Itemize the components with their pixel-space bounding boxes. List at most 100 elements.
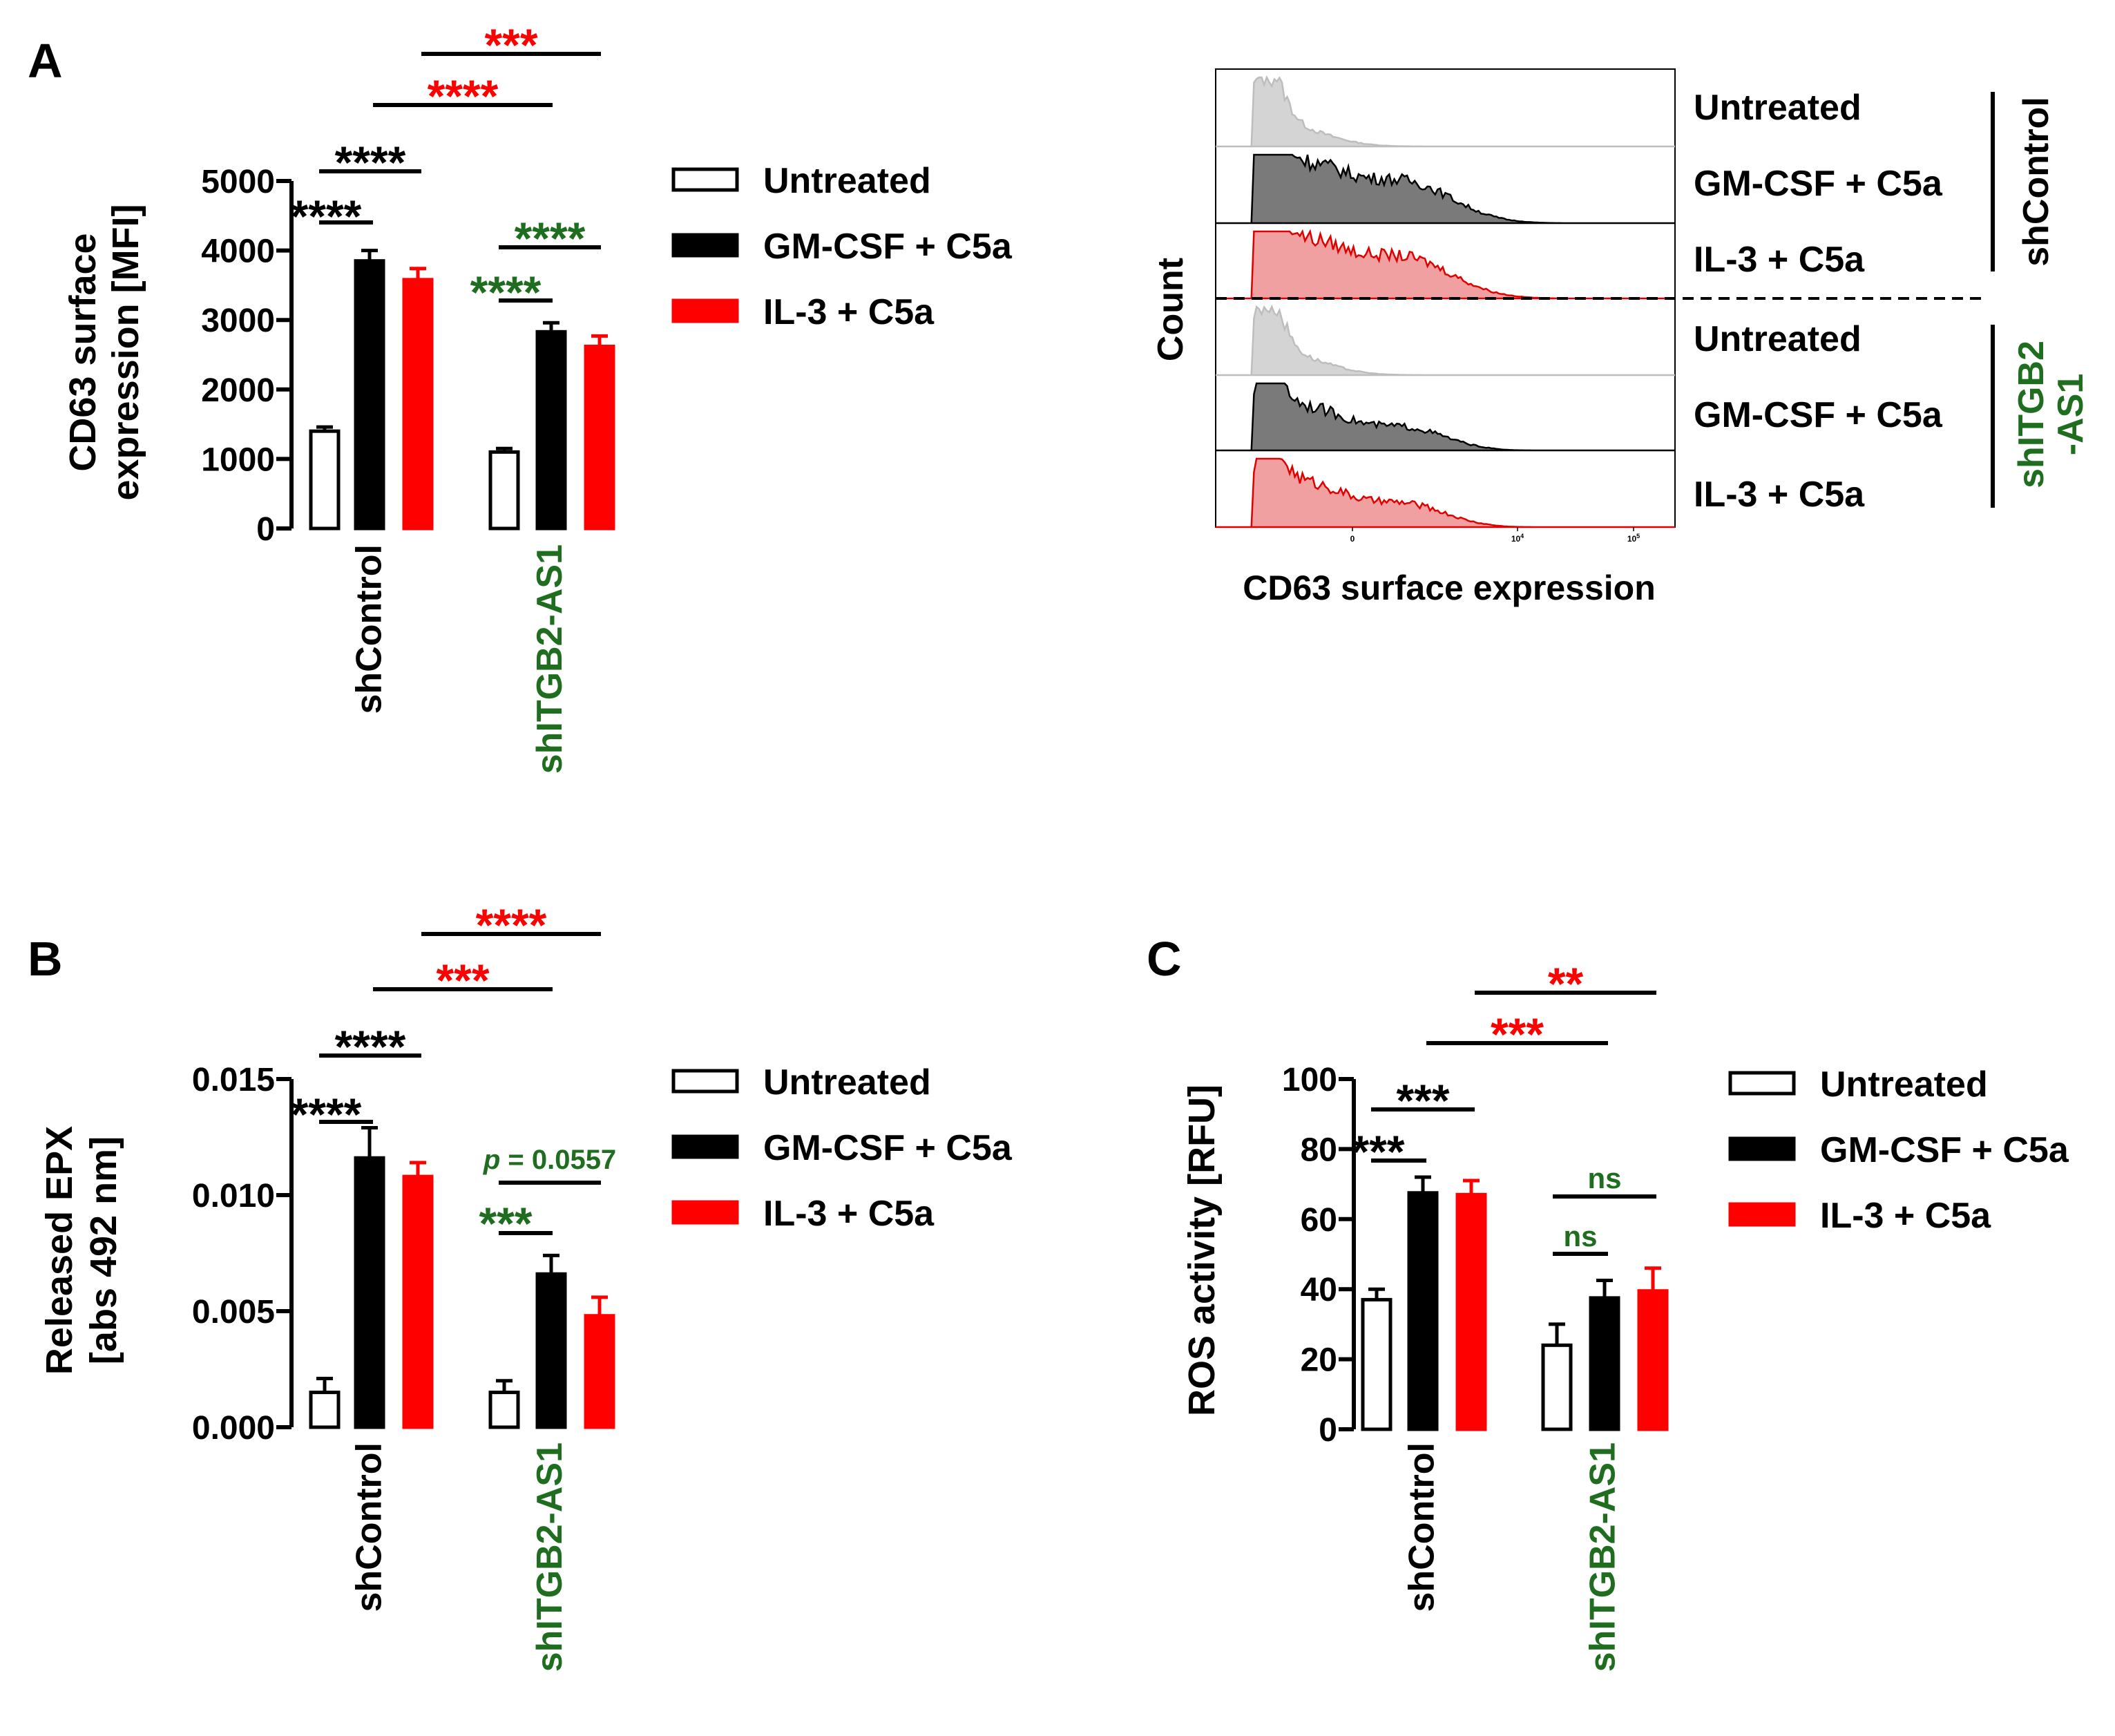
legend-swatch — [671, 1069, 739, 1094]
bar — [402, 1174, 434, 1429]
bar — [488, 1391, 520, 1429]
y-tick-label: 1000 — [201, 441, 275, 478]
significance-label: **** — [335, 1021, 406, 1072]
hist-row-label: Untreated — [1694, 319, 1862, 359]
category-label: shITGB2-AS1 — [530, 544, 570, 774]
histogram-x-tick-label: 0 — [1350, 534, 1355, 544]
group-label-as1: -AS1 — [2051, 374, 2091, 455]
bar — [535, 330, 567, 531]
significance-label: *** — [484, 19, 537, 70]
panel-letter: B — [28, 932, 63, 986]
y-axis-label: CD63 surface — [62, 233, 104, 471]
y-tick-label: 0.005 — [192, 1294, 275, 1330]
y-tick-label: 20 — [1301, 1342, 1337, 1379]
significance-label: **** — [428, 70, 499, 122]
legend-label: IL-3 + C5a — [763, 1194, 935, 1234]
histogram-y-label: Count — [1151, 258, 1191, 361]
significance-label: *** — [436, 955, 489, 1006]
legend-label: GM-CSF + C5a — [763, 1128, 1013, 1168]
histogram-trace — [1216, 304, 1675, 376]
significance-label: ns — [1587, 1162, 1621, 1194]
y-tick-label: 60 — [1301, 1202, 1337, 1239]
hist-row-label: IL-3 + C5a — [1694, 240, 1865, 280]
significance-label: **** — [515, 213, 586, 264]
significance-label: p = 0.0557 — [483, 1145, 616, 1175]
hist-row-label: GM-CSF + C5a — [1694, 395, 1943, 435]
bar — [309, 1391, 341, 1429]
y-tick-label: 0.000 — [192, 1410, 275, 1447]
bar — [1637, 1289, 1669, 1431]
bar — [535, 1272, 567, 1429]
legend-label: IL-3 + C5a — [763, 292, 935, 332]
significance-label: *** — [1491, 1009, 1544, 1060]
y-axis-label: ROS activity [RFU] — [1181, 1085, 1223, 1416]
histogram-trace — [1216, 75, 1675, 148]
histogram-x-tick-label: 105 — [1627, 533, 1640, 544]
significance-label: **** — [291, 191, 362, 242]
y-tick-label: 4000 — [201, 233, 275, 270]
y-axis-label: [abs 492 nm] — [83, 1136, 124, 1364]
significance-label: *** — [1396, 1075, 1449, 1126]
bar — [309, 429, 341, 531]
legend-label: Untreated — [1820, 1065, 1988, 1105]
significance-label: ns — [1563, 1220, 1597, 1252]
group-label-shcontrol: shControl — [2016, 97, 2056, 267]
legend-label: IL-3 + C5a — [1820, 1196, 1991, 1236]
y-tick-label: 0 — [1319, 1412, 1337, 1449]
y-tick-label: 0.010 — [192, 1178, 275, 1214]
histogram-row-labels: Untreated GM-CSF + C5a IL-3 + C5a Untrea… — [1694, 88, 1943, 515]
histogram-rows: 0 104 105 — [1215, 68, 1981, 544]
significance-label: *** — [1351, 1126, 1404, 1177]
legend-swatch — [671, 1134, 739, 1159]
panel-b-bar-chart: B 0.000 0.005 0.010 0.015 Released EPX [abs 49… — [28, 899, 616, 1672]
legend-label: Untreated — [763, 1062, 931, 1103]
y-tick-label: 2000 — [201, 372, 275, 409]
significance-label: **** — [335, 137, 406, 188]
histogram-trace — [1216, 382, 1675, 452]
category-label: shControl — [350, 544, 390, 714]
bar — [1407, 1191, 1439, 1431]
significance-label: **** — [470, 267, 542, 318]
panel-a-bar-chart: A 0 1000 2000 3000 4000 5000 CD63 surface expres… — [28, 19, 615, 774]
hist-row-label: IL-3 + C5a — [1694, 475, 1865, 515]
y-axis-label: Released EPX — [39, 1126, 80, 1375]
y-tick-label: 0 — [256, 511, 275, 548]
significance-label: **** — [291, 1089, 362, 1140]
y-tick-label: 3000 — [201, 303, 275, 339]
legend-swatch — [671, 167, 739, 192]
significance-label: *** — [479, 1198, 532, 1249]
hist-row-label: GM-CSF + C5a — [1694, 164, 1943, 204]
legend-swatch — [671, 233, 739, 258]
histogram-x-tick-label: 104 — [1511, 533, 1524, 544]
legend-swatch — [1728, 1136, 1796, 1161]
category-label: shITGB2-AS1 — [1583, 1442, 1623, 1672]
bar — [1589, 1296, 1620, 1431]
legends: Untreated GM-CSF + C5a IL-3 + C5a Untreated… — [671, 161, 2069, 1236]
significance-label: ** — [1548, 958, 1584, 1009]
histogram-trace — [1216, 457, 1675, 528]
histogram-trace — [1216, 153, 1675, 225]
histogram-x-label: CD63 surface expression — [1243, 569, 1656, 607]
bar — [1541, 1343, 1573, 1431]
category-label: shControl — [1402, 1442, 1442, 1612]
y-tick-label: 40 — [1301, 1272, 1337, 1308]
y-tick-label: 5000 — [201, 164, 275, 200]
bar — [1455, 1192, 1487, 1431]
histogram-panel: Count CD63 surface expression 0 104 105 Un… — [1151, 68, 2091, 607]
bar — [584, 1314, 615, 1429]
legend-label: Untreated — [763, 161, 931, 201]
panel-letter: C — [1147, 932, 1182, 986]
legend-swatch — [671, 298, 739, 323]
panel-c-bar-chart: C 0 20 40 60 80 100 ROS activity [RFU] shControl… — [1147, 932, 1669, 1672]
y-tick-label: 100 — [1282, 1062, 1337, 1098]
category-label: shControl — [350, 1442, 390, 1612]
bar — [1361, 1297, 1393, 1431]
legend-swatch — [1728, 1202, 1796, 1227]
legend-swatch — [671, 1200, 739, 1225]
bar — [354, 259, 385, 531]
bar — [402, 278, 434, 531]
legend-label: GM-CSF + C5a — [763, 227, 1013, 267]
hist-row-label: Untreated — [1694, 88, 1862, 128]
histogram-trace — [1216, 229, 1675, 300]
